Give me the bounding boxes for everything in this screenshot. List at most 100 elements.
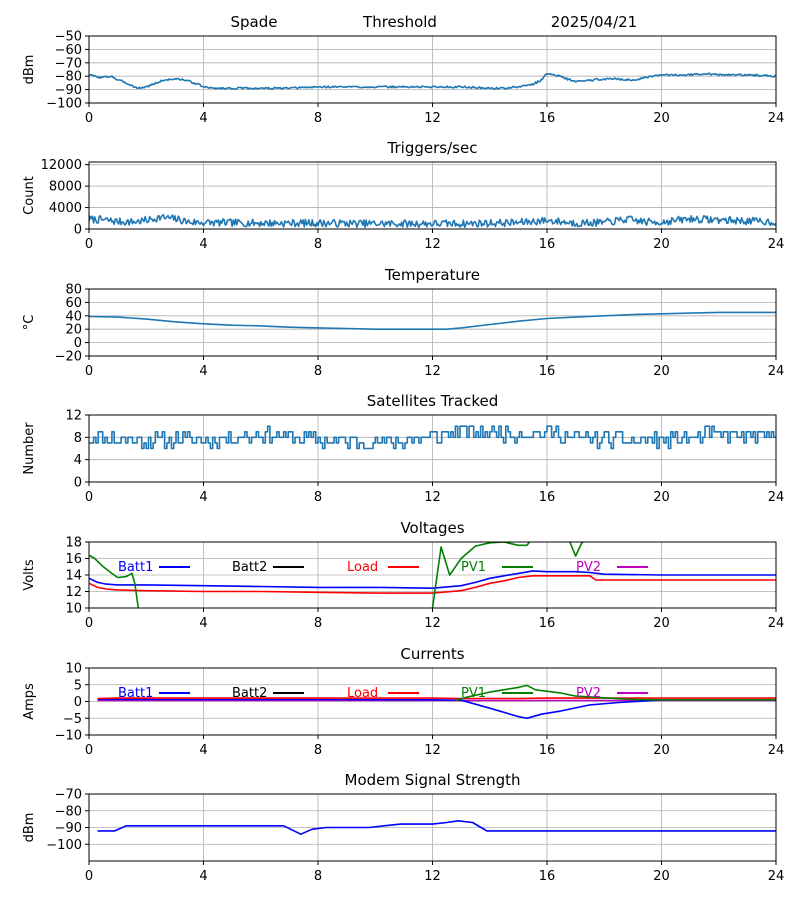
y-axis-label: dBm bbox=[22, 55, 37, 85]
y-tick-label: 18 bbox=[65, 536, 82, 551]
y-tick-label: −10 bbox=[55, 729, 82, 744]
series-group bbox=[97, 820, 776, 835]
chart-title: Triggers/sec bbox=[387, 139, 478, 157]
legend-label-pv1: PV1 bbox=[461, 560, 486, 575]
y-tick-label: −70 bbox=[55, 788, 82, 803]
x-tick-label: 0 bbox=[85, 364, 93, 379]
legend-label-batt1: Batt1 bbox=[118, 560, 153, 575]
x-tick-label: 16 bbox=[539, 616, 556, 631]
x-tick-label: 4 bbox=[199, 869, 207, 884]
legend-label-load: Load bbox=[347, 686, 378, 701]
x-tick-label: 16 bbox=[539, 490, 556, 505]
y-tick-label: −100 bbox=[46, 97, 82, 112]
x-tick-label: 12 bbox=[424, 490, 441, 505]
legend-label-pv1: PV1 bbox=[461, 686, 486, 701]
series-group bbox=[89, 542, 776, 608]
chart-title: Voltages bbox=[400, 519, 464, 537]
x-tick-label: 16 bbox=[539, 237, 556, 252]
series-line-batt1 bbox=[89, 570, 776, 589]
legend-label-pv2: PV2 bbox=[576, 686, 601, 701]
y-tick-label: −90 bbox=[55, 83, 82, 98]
x-tick-label: 4 bbox=[199, 743, 207, 758]
x-tick-label: 20 bbox=[653, 364, 670, 379]
y-tick-label: −70 bbox=[55, 56, 82, 71]
chart-title: Temperature bbox=[384, 266, 480, 284]
y-tick-label: 12 bbox=[65, 409, 82, 424]
y-tick-label: 0 bbox=[74, 223, 82, 238]
y-axis-label: Number bbox=[22, 422, 37, 475]
y-tick-label: −60 bbox=[55, 43, 82, 58]
x-tick-label: 16 bbox=[539, 111, 556, 126]
y-tick-label: 20 bbox=[65, 323, 82, 338]
x-tick-label: 12 bbox=[424, 364, 441, 379]
x-tick-label: 0 bbox=[85, 743, 93, 758]
chart-panel-1: 0 4 8 12 16 20 24 −100−90−80−70−60−50 dBm bbox=[22, 30, 784, 127]
y-tick-label: 12000 bbox=[41, 158, 82, 173]
x-tick-label: 24 bbox=[768, 616, 785, 631]
series-line-data bbox=[89, 72, 776, 90]
y-tick-label: 0 bbox=[74, 336, 82, 351]
y-tick-label: 14 bbox=[65, 569, 82, 584]
x-tick-label: 12 bbox=[424, 616, 441, 631]
y-tick-label: 4 bbox=[74, 453, 82, 468]
x-tick-label: 0 bbox=[85, 237, 93, 252]
y-tick-label: −5 bbox=[63, 712, 82, 727]
x-tick-label: 16 bbox=[539, 364, 556, 379]
chart-panel-6: 0 4 8 12 16 20 24 −10 −5 0 510 Currents Amps Batt1 Bat… bbox=[22, 645, 784, 758]
y-tick-label: 4000 bbox=[49, 201, 82, 216]
y-tick-label: 0 bbox=[74, 695, 82, 710]
series-line-pv1 bbox=[431, 542, 531, 608]
series-line-batt1 bbox=[97, 698, 776, 720]
x-tick-label: 8 bbox=[314, 869, 322, 884]
x-tick-label: 20 bbox=[653, 237, 670, 252]
x-tick-label: 0 bbox=[85, 869, 93, 884]
series-group bbox=[89, 72, 776, 90]
series-line-pv1 bbox=[455, 684, 776, 702]
x-tick-label: 8 bbox=[314, 237, 322, 252]
x-tick-label: 20 bbox=[653, 111, 670, 126]
y-tick-label: 5 bbox=[74, 678, 82, 693]
x-tick-label: 4 bbox=[199, 237, 207, 252]
x-tick-label: 0 bbox=[85, 616, 93, 631]
y-tick-label: −100 bbox=[46, 838, 82, 853]
y-tick-label: 40 bbox=[65, 309, 82, 324]
header-date: 2025/04/21 bbox=[551, 13, 637, 31]
series-group bbox=[89, 311, 776, 330]
x-tick-label: 0 bbox=[85, 490, 93, 505]
x-tick-label: 12 bbox=[424, 237, 441, 252]
y-tick-label: 16 bbox=[65, 552, 82, 567]
series-line-load bbox=[89, 575, 776, 594]
x-tick-label: 20 bbox=[653, 490, 670, 505]
y-tick-label: −80 bbox=[55, 804, 82, 819]
series-line-data bbox=[89, 425, 776, 450]
legend-label-pv2: PV2 bbox=[576, 560, 601, 575]
x-tick-label: 24 bbox=[768, 869, 785, 884]
y-tick-label: 10 bbox=[65, 602, 82, 617]
x-tick-label: 24 bbox=[768, 237, 785, 252]
x-tick-label: 4 bbox=[199, 111, 207, 126]
legend-label-batt2: Batt2 bbox=[232, 560, 267, 575]
chart-panel-7: 0 4 8 12 16 20 24 −100 −90 −80−70 Modem Signal Str… bbox=[22, 771, 784, 884]
y-axis-label: Count bbox=[22, 176, 37, 215]
x-tick-label: 12 bbox=[424, 869, 441, 884]
x-tick-label: 4 bbox=[199, 490, 207, 505]
x-tick-label: 24 bbox=[768, 364, 785, 379]
x-tick-label: 12 bbox=[424, 743, 441, 758]
legend-label-load: Load bbox=[347, 560, 378, 575]
chart-title: Satellites Tracked bbox=[367, 392, 498, 410]
y-tick-label: −80 bbox=[55, 70, 82, 85]
y-tick-label: 0 bbox=[74, 476, 82, 491]
x-tick-label: 20 bbox=[653, 743, 670, 758]
x-tick-label: 8 bbox=[314, 364, 322, 379]
x-tick-label: 4 bbox=[199, 364, 207, 379]
y-tick-label: 8000 bbox=[49, 180, 82, 195]
x-tick-label: 16 bbox=[539, 743, 556, 758]
x-tick-label: 8 bbox=[314, 743, 322, 758]
chart-panel-4: 0 4 8 12 16 20 24 0 4 8 12 Satellites Tracked Number bbox=[22, 392, 784, 505]
x-tick-label: 20 bbox=[653, 616, 670, 631]
series-line-data bbox=[89, 213, 776, 229]
y-tick-label: 10 bbox=[65, 662, 82, 677]
